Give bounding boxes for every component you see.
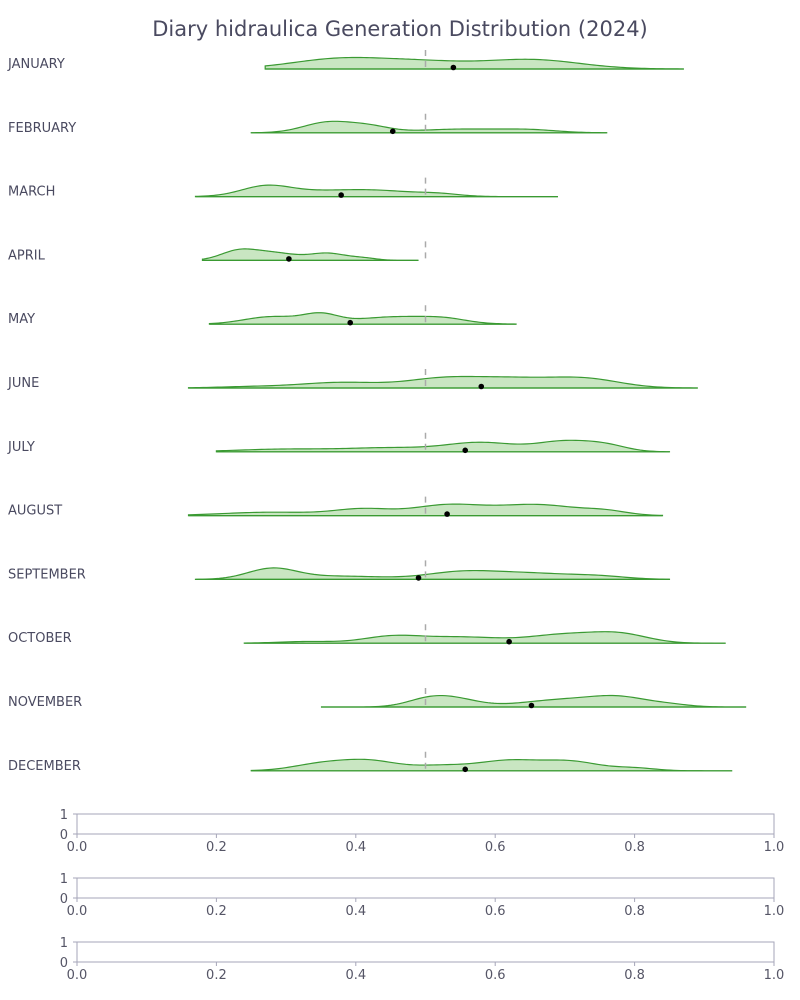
- empty-axis-2-frame: [76, 877, 775, 899]
- empty-axis-2-ytick-label: 1: [60, 872, 68, 887]
- empty-axis-3-ytick-label: 1: [60, 936, 68, 951]
- ridge-label-april: APRIL: [8, 248, 46, 263]
- mean-marker-june: [478, 383, 485, 390]
- ridge-label-march: MARCH: [8, 185, 55, 200]
- ridge-june: [187, 375, 698, 389]
- empty-axis-1-ytick-label: 0: [60, 828, 68, 843]
- empty-axis-1-xtick-label: 0.0: [67, 840, 88, 855]
- ridge-label-september: SEPTEMBER: [8, 567, 86, 582]
- ridges-group: JANUARY FEBRUARY MARCH APRIL MAY JUNE JULY AUGU…: [7, 50, 747, 774]
- mean-marker-august: [444, 511, 450, 517]
- empty-axis-1-xtick-label: 1.0: [764, 840, 785, 855]
- mean-marker-january: [450, 64, 457, 71]
- ridge-july: [215, 439, 671, 453]
- empty-axis-1-ytick-label: 1: [60, 808, 68, 823]
- empty-axis-2-xtick-label: 0.8: [624, 904, 645, 919]
- ridge-label-january: JANUARY: [7, 57, 65, 72]
- mean-marker-february: [389, 128, 396, 135]
- empty-axis-1-xtick-label: 0.4: [345, 840, 366, 855]
- mean-marker-november: [528, 702, 535, 709]
- ridge-february: [250, 120, 608, 134]
- mean-marker-may: [347, 319, 354, 326]
- ridge-november: [320, 694, 747, 708]
- empty-axis-2-ytick-label: 0: [60, 892, 68, 907]
- ridge-january: [264, 56, 684, 70]
- ridge-october: [243, 631, 726, 644]
- mean-marker-april: [286, 256, 292, 262]
- empty-axis-2-xtick-label: 1.0: [764, 904, 785, 919]
- empty-axis-1-frame: [76, 813, 775, 835]
- mean-marker-october: [506, 638, 512, 645]
- empty-axis-2-xtick-label: 0.4: [345, 904, 366, 919]
- empty-axis-3-xtick-label: 0.0: [67, 968, 88, 983]
- ridge-label-november: NOVEMBER: [8, 695, 82, 710]
- empty-axis-2-xtick-label: 0.2: [206, 904, 227, 919]
- mean-marker-march: [338, 192, 344, 198]
- mean-marker-december: [462, 766, 469, 773]
- ridge-label-february: FEBRUARY: [8, 121, 76, 136]
- empty-axis-2-xtick-label: 0.0: [67, 904, 88, 919]
- ridge-may: [208, 312, 517, 325]
- ridge-label-october: OCTOBER: [8, 631, 72, 646]
- empty-axis-3-ytick-label: 0: [60, 956, 68, 971]
- empty-axis-3-xtick-label: 0.2: [206, 968, 227, 983]
- ridge-label-may: MAY: [8, 312, 35, 327]
- mean-marker-july: [462, 447, 469, 454]
- ridge-april: [201, 248, 419, 261]
- empty-axis-3-xtick-label: 0.6: [485, 968, 506, 983]
- empty-axis-3-frame: [76, 941, 775, 963]
- empty-axis-1-xtick-label: 0.8: [624, 840, 645, 855]
- empty-axis-1-xtick-label: 0.2: [206, 840, 227, 855]
- ridge-december: [250, 758, 733, 772]
- ridge-label-june: JUNE: [7, 376, 39, 391]
- chart-title: Diary hidraulica Generation Distribution…: [152, 17, 648, 41]
- ridge-label-august: AUGUST: [8, 504, 62, 519]
- empty-axis-3-xtick-label: 0.4: [345, 968, 366, 983]
- empty-axis-2-xtick-label: 0.6: [485, 904, 506, 919]
- ridge-march: [194, 184, 558, 198]
- mean-marker-september: [415, 575, 422, 581]
- ridge-label-december: DECEMBER: [8, 759, 81, 774]
- ridge-label-july: JULY: [7, 440, 35, 455]
- empty-axes-group: 0.0 0.2 0.4 0.6 0.8 1.0 0 1 0.0 0.2 0.4 0.6 0.8 1.0 0 1…: [60, 808, 785, 983]
- ridge-september: [194, 567, 671, 580]
- empty-axis-1-xtick-label: 0.6: [485, 840, 506, 855]
- empty-axis-3-xtick-label: 1.0: [764, 968, 785, 983]
- empty-axis-3-xtick-label: 0.8: [624, 968, 645, 983]
